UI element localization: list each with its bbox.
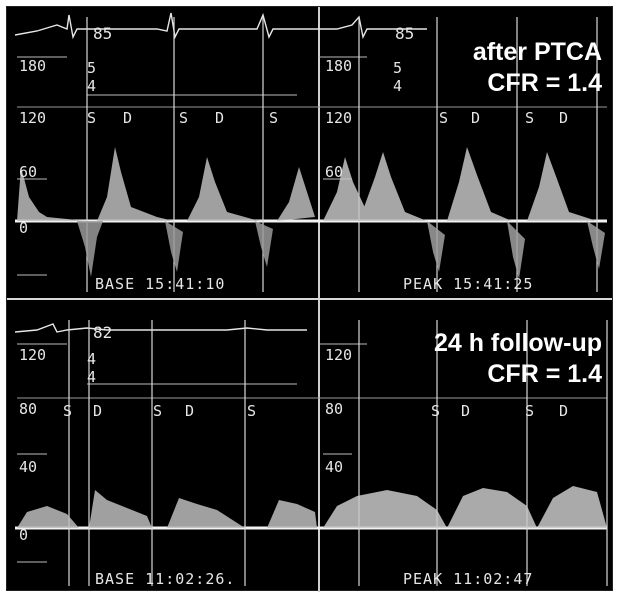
heart-rate-label: 85 [93,24,112,43]
small-label-2: 4 [87,77,96,95]
scale-top-label: 180 [19,57,46,75]
caption-title: after PTCA [472,38,602,66]
phase-label: S [269,109,278,127]
velocity-scale-high-peak: 120 [325,109,352,127]
scale-top-label-peak: 120 [325,346,352,364]
doppler-trace-top: 85 85 180 180 5 4 5 4 120 120 60 60 0 S … [14,7,607,298]
velocity-scale-mid-peak: 60 [325,163,343,181]
phase-label: S [247,402,256,420]
panel-follow-up: 82 120 120 4 4 80 80 40 40 0 S D S D S S… [7,300,612,592]
velocity-scale-mid: 60 [19,163,37,181]
doppler-trace-bottom: 82 120 120 4 4 80 80 40 40 0 S D S D S S… [14,300,608,592]
small-label-2: 4 [87,368,96,386]
velocity-scale-high: 80 [19,400,37,418]
phase-label: D [461,402,470,420]
panel-after-ptca: 85 85 180 180 5 4 5 4 120 120 60 60 0 S … [7,7,612,298]
small-label-1-peak: 5 [393,59,402,77]
velocity-scale-high: 120 [19,109,46,127]
base-timestamp: BASE 15:41:10 [95,275,226,293]
caption-follow-up: 24 h follow-up CFR = 1.4 [434,328,602,390]
small-label-2-peak: 4 [393,77,402,95]
phase-label: D [471,109,480,127]
panel-divider [7,298,612,300]
scale-top-label: 120 [19,346,46,364]
scale-top-label-peak: 180 [325,57,352,75]
phase-label: S [431,402,440,420]
small-label-1: 4 [87,350,96,368]
phase-label: S [525,109,534,127]
doppler-figure: 85 85 180 180 5 4 5 4 120 120 60 60 0 S … [6,6,613,592]
caption-title: 24 h follow-up [433,329,602,357]
phase-label: D [559,109,568,127]
phase-label: D [93,402,102,420]
phase-label: D [559,402,568,420]
caption-after-ptca: after PTCA CFR = 1.4 [473,37,602,99]
caption-cfr: CFR = 1.4 [487,69,602,97]
caption-cfr: CFR = 1.4 [487,360,602,388]
phase-label: D [215,109,224,127]
phase-label: D [185,402,194,420]
peak-timestamp: PEAK 15:41:25 [403,275,534,293]
velocity-scale-mid: 40 [19,458,37,476]
velocity-scale-mid-peak: 40 [325,458,343,476]
phase-label: D [123,109,132,127]
small-label-1: 5 [87,59,96,77]
velocity-scale-zero: 0 [19,526,28,544]
phase-label: S [439,109,448,127]
velocity-scale-high-peak: 80 [325,400,343,418]
base-timestamp: BASE 11:02:26. [95,570,236,588]
phase-label: S [179,109,188,127]
phase-label: S [525,402,534,420]
heart-rate-label-peak: 85 [395,24,414,43]
heart-rate-label: 82 [93,323,112,342]
phase-label: S [153,402,162,420]
phase-label: S [87,109,96,127]
phase-label: S [63,402,72,420]
peak-timestamp: PEAK 11:02:47 [403,570,534,588]
velocity-scale-zero: 0 [19,219,28,237]
